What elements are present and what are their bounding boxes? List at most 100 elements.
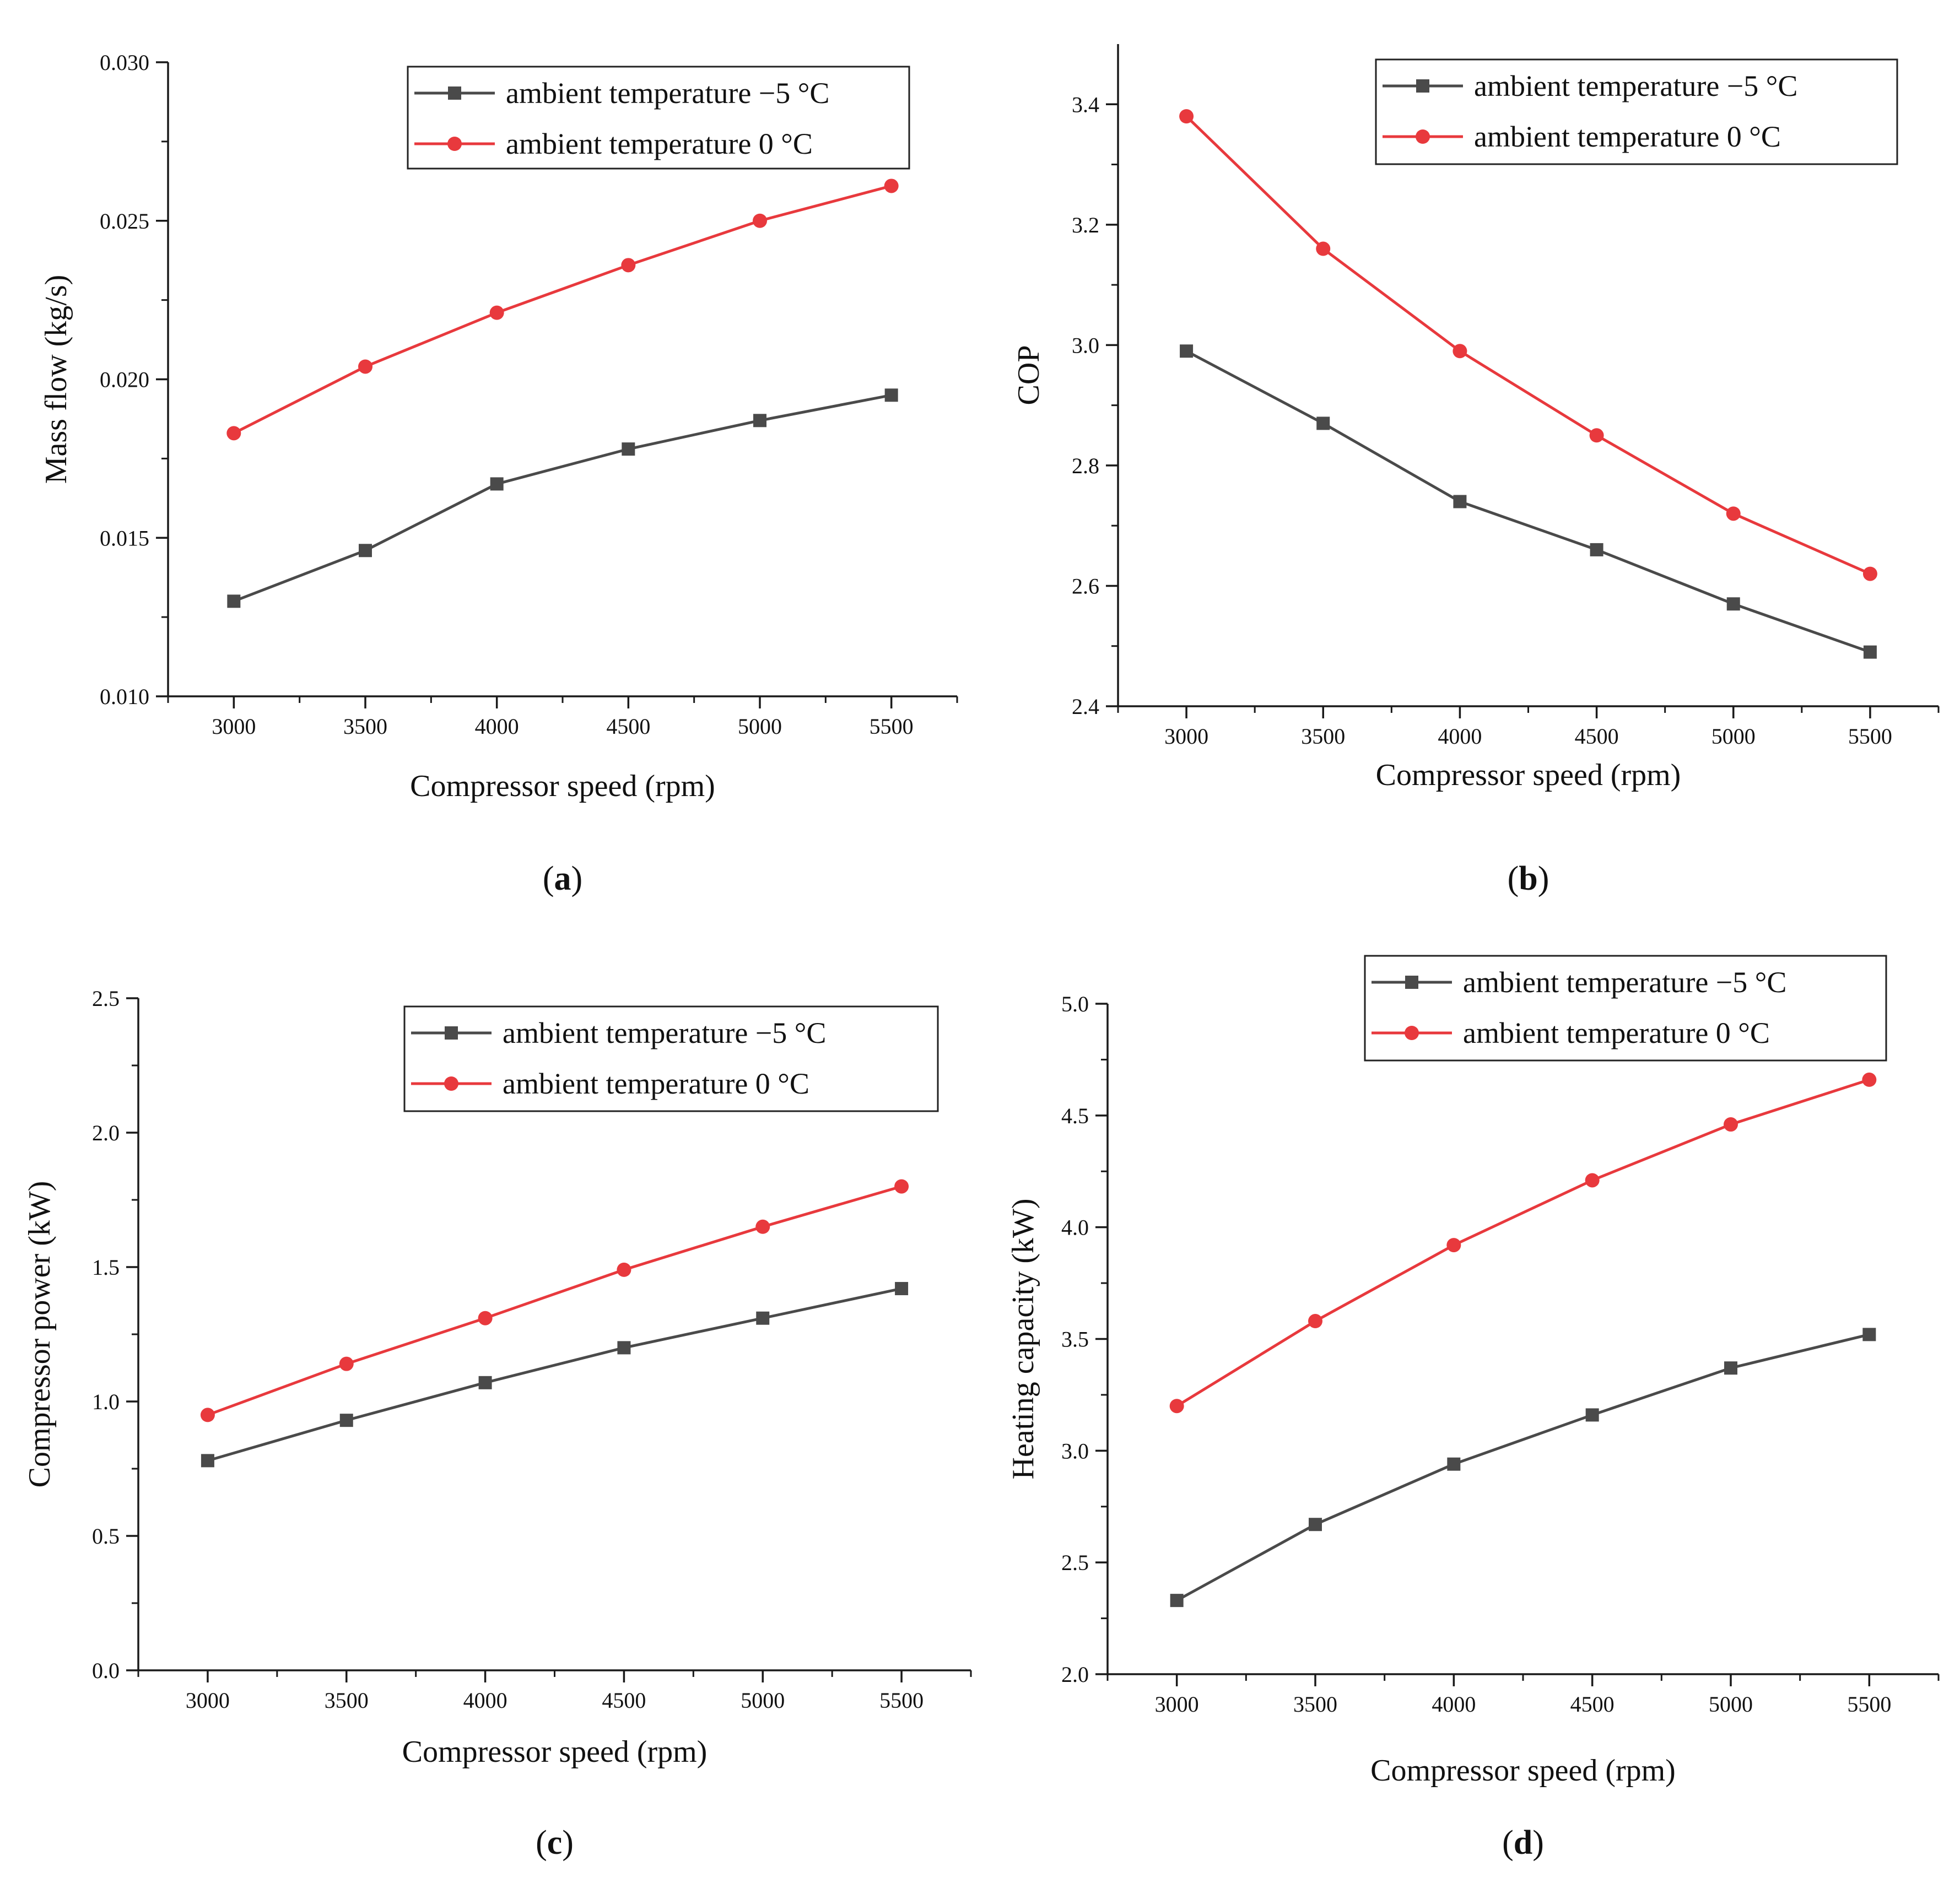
data-point-circle — [884, 178, 899, 193]
data-point-square — [1724, 1361, 1737, 1375]
y-tick-label: 3.0 — [1072, 333, 1099, 358]
data-point-square — [1309, 1518, 1322, 1532]
data-point-circle — [1453, 344, 1467, 359]
y-tick-label: 3.2 — [1072, 213, 1099, 237]
legend-box — [1364, 955, 1887, 1062]
data-point-square — [1170, 1594, 1184, 1608]
legend-marker-square — [445, 1026, 458, 1040]
y-tick-label: 0.020 — [100, 367, 149, 392]
data-point-circle — [1862, 1072, 1877, 1087]
series-line-0 — [1176, 1333, 1870, 1602]
x-tick-label: 5000 — [1709, 1692, 1753, 1717]
x-tick-label: 3500 — [325, 1688, 369, 1713]
data-point-circle — [200, 1408, 215, 1422]
legend-label-0: ambient temperature −5 °C — [1474, 69, 1797, 102]
y-tick-label: 3.5 — [1061, 1327, 1089, 1352]
y-tick-label: 3.0 — [1061, 1438, 1089, 1463]
x-tick-label: 5500 — [1847, 1692, 1891, 1717]
series-line-1 — [207, 1185, 902, 1416]
data-point-circle — [339, 1356, 354, 1371]
x-tick-label: 4000 — [475, 714, 519, 739]
panel-label: (a) — [543, 860, 582, 897]
y-tick-label: 2.6 — [1072, 573, 1099, 598]
series-line-1 — [233, 185, 892, 435]
x-tick-label: 5000 — [1711, 724, 1756, 749]
legend-box — [403, 1005, 939, 1112]
data-point-square — [1863, 645, 1877, 659]
data-point-square — [753, 414, 766, 427]
y-tick-label: 0.015 — [100, 526, 149, 550]
data-point-square — [1726, 597, 1740, 611]
x-tick-label: 5500 — [1848, 724, 1892, 749]
data-point-square — [756, 1311, 770, 1325]
y-tick-label: 2.5 — [1061, 1550, 1089, 1575]
x-tick-label: 3000 — [186, 1688, 230, 1713]
data-point-square — [1585, 1408, 1599, 1422]
data-point-square — [1590, 543, 1603, 556]
x-axis-label: Compressor speed (rpm) — [1370, 1754, 1676, 1788]
legend: ambient temperature −5 °C ambient tempera… — [403, 1005, 939, 1112]
x-tick-label: 5000 — [741, 1688, 785, 1713]
data-point-square — [490, 477, 504, 491]
legend-label-1: ambient temperature 0 °C — [1474, 120, 1781, 153]
data-point-square — [227, 594, 241, 608]
y-tick-label: 0.010 — [100, 684, 149, 709]
chart-panel-c: 0.0 0.5 1.0 1.5 2.0 2.5 3000 3500 4000 4500 5000 55… — [23, 986, 972, 1861]
x-tick-label: 4000 — [1432, 1692, 1476, 1717]
data-point-square — [622, 442, 635, 456]
x-tick-label: 4500 — [602, 1688, 646, 1713]
data-point-circle — [358, 359, 372, 374]
y-tick-label: 2.0 — [1061, 1662, 1089, 1687]
legend-label-0: ambient temperature −5 °C — [506, 77, 829, 110]
x-tick-label: 4500 — [606, 714, 650, 739]
data-point-square — [359, 544, 372, 558]
y-tick-label: 0.030 — [100, 50, 149, 75]
data-point-circle — [1308, 1314, 1322, 1329]
x-tick-label: 3500 — [1301, 724, 1345, 749]
legend-marker-square — [1416, 79, 1429, 93]
y-tick-label: 0.0 — [92, 1658, 120, 1683]
x-tick-label: 3000 — [1164, 724, 1208, 749]
data-point-square — [478, 1376, 492, 1389]
y-tick-label: 1.0 — [92, 1389, 120, 1414]
data-point-circle — [1446, 1238, 1461, 1253]
series-line-1 — [1176, 1078, 1870, 1408]
series-line-0 — [1185, 350, 1871, 654]
y-tick-label: 2.0 — [92, 1121, 120, 1145]
x-tick-label: 4500 — [1570, 1692, 1615, 1717]
data-point-circle — [617, 1262, 631, 1277]
series-line-0 — [233, 393, 892, 603]
y-tick-label: 1.5 — [92, 1255, 120, 1280]
chart-panel-b: 2.4 2.6 2.8 3.0 3.2 3.4 3000 3500 4000 4500 5000 55… — [1012, 44, 1940, 897]
legend-label-1: ambient temperature 0 °C — [506, 127, 813, 160]
data-point-circle — [753, 213, 767, 228]
y-tick-label: 0.025 — [100, 209, 149, 234]
y-tick-label: 3.4 — [1072, 92, 1099, 117]
y-axis-label: Compressor power (kW) — [23, 1181, 57, 1488]
data-point-square — [1316, 416, 1330, 430]
x-tick-label: 5500 — [879, 1688, 924, 1713]
legend-label-1: ambient temperature 0 °C — [503, 1067, 809, 1100]
legend-label-0: ambient temperature −5 °C — [503, 1016, 826, 1049]
x-tick-label: 4000 — [1438, 724, 1482, 749]
legend-label-0: ambient temperature −5 °C — [1463, 966, 1786, 999]
data-point-square — [339, 1414, 353, 1427]
legend-box — [407, 66, 910, 170]
legend-box — [1375, 58, 1898, 165]
y-tick-label: 2.8 — [1072, 453, 1099, 478]
y-axis-label: COP — [1012, 345, 1046, 405]
data-point-circle — [489, 305, 504, 320]
legend-marker-square — [448, 86, 461, 100]
data-point-circle — [1169, 1399, 1184, 1414]
data-point-square — [1453, 495, 1467, 508]
legend-marker-circle — [444, 1076, 458, 1091]
y-tick-label: 4.5 — [1061, 1103, 1089, 1128]
y-tick-label: 2.5 — [92, 986, 120, 1011]
data-point-circle — [621, 258, 636, 273]
legend-marker-square — [1405, 976, 1418, 989]
legend-marker-circle — [447, 137, 462, 151]
x-tick-label: 4000 — [463, 1688, 507, 1713]
data-point-square — [1447, 1457, 1461, 1471]
data-point-circle — [1726, 506, 1741, 521]
